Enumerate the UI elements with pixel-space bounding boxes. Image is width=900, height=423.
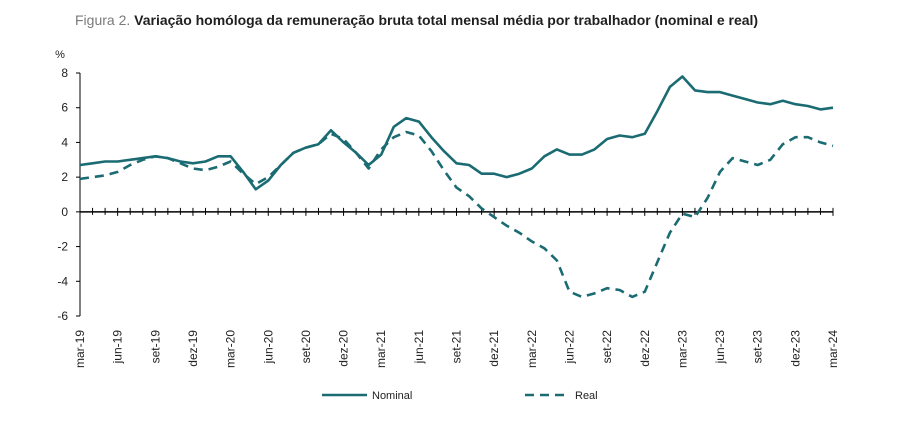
y-tick-label: -6 <box>57 309 68 323</box>
y-tick-label: -4 <box>57 274 68 288</box>
legend-label-nominal: Nominal <box>372 390 412 402</box>
y-tick-label: 2 <box>61 170 68 184</box>
x-tick-label: dez-23 <box>788 330 802 367</box>
legend-label-real: Real <box>575 390 598 402</box>
x-tick-label: dez-19 <box>186 330 200 367</box>
x-tick-label: jun-21 <box>412 330 426 365</box>
x-tick-label: set-23 <box>751 330 765 364</box>
series-line-real <box>79 130 834 299</box>
chart-title: Figura 2. Variação homóloga da remuneraç… <box>75 12 758 28</box>
x-tick-label: mar-24 <box>826 330 840 368</box>
x-tick-label: jun-19 <box>111 330 125 365</box>
x-tick-label: mar-22 <box>525 330 539 368</box>
x-tick-label: jun-22 <box>562 330 576 365</box>
y-tick-label: 6 <box>61 101 68 115</box>
x-tick-label: jun-23 <box>713 330 727 365</box>
x-tick-label: mar-19 <box>73 330 87 368</box>
x-tick-label: set-20 <box>299 330 313 364</box>
x-tick-label: dez-22 <box>638 330 652 367</box>
x-tick-label: dez-21 <box>487 330 501 367</box>
x-tick-label: mar-23 <box>675 330 689 368</box>
series-line-nominal <box>79 75 834 191</box>
y-tick-label: 4 <box>61 135 68 149</box>
x-tick-label: jun-20 <box>261 330 275 365</box>
figure-number: Figura 2. <box>75 12 131 28</box>
x-tick-label: set-19 <box>148 330 162 364</box>
y-axis-unit-label: % <box>55 49 65 61</box>
y-tick-label: -2 <box>57 240 68 254</box>
x-tick-label: mar-21 <box>374 330 388 368</box>
y-tick-label: 8 <box>61 66 68 80</box>
x-tick-label: dez-20 <box>337 330 351 367</box>
x-tick-label: set-21 <box>450 330 464 364</box>
y-tick-label: 0 <box>61 205 68 219</box>
x-tick-label: set-22 <box>600 330 614 364</box>
x-tick-label: mar-20 <box>224 330 238 368</box>
figure-title-text: Variação homóloga da remuneração bruta t… <box>134 12 759 28</box>
